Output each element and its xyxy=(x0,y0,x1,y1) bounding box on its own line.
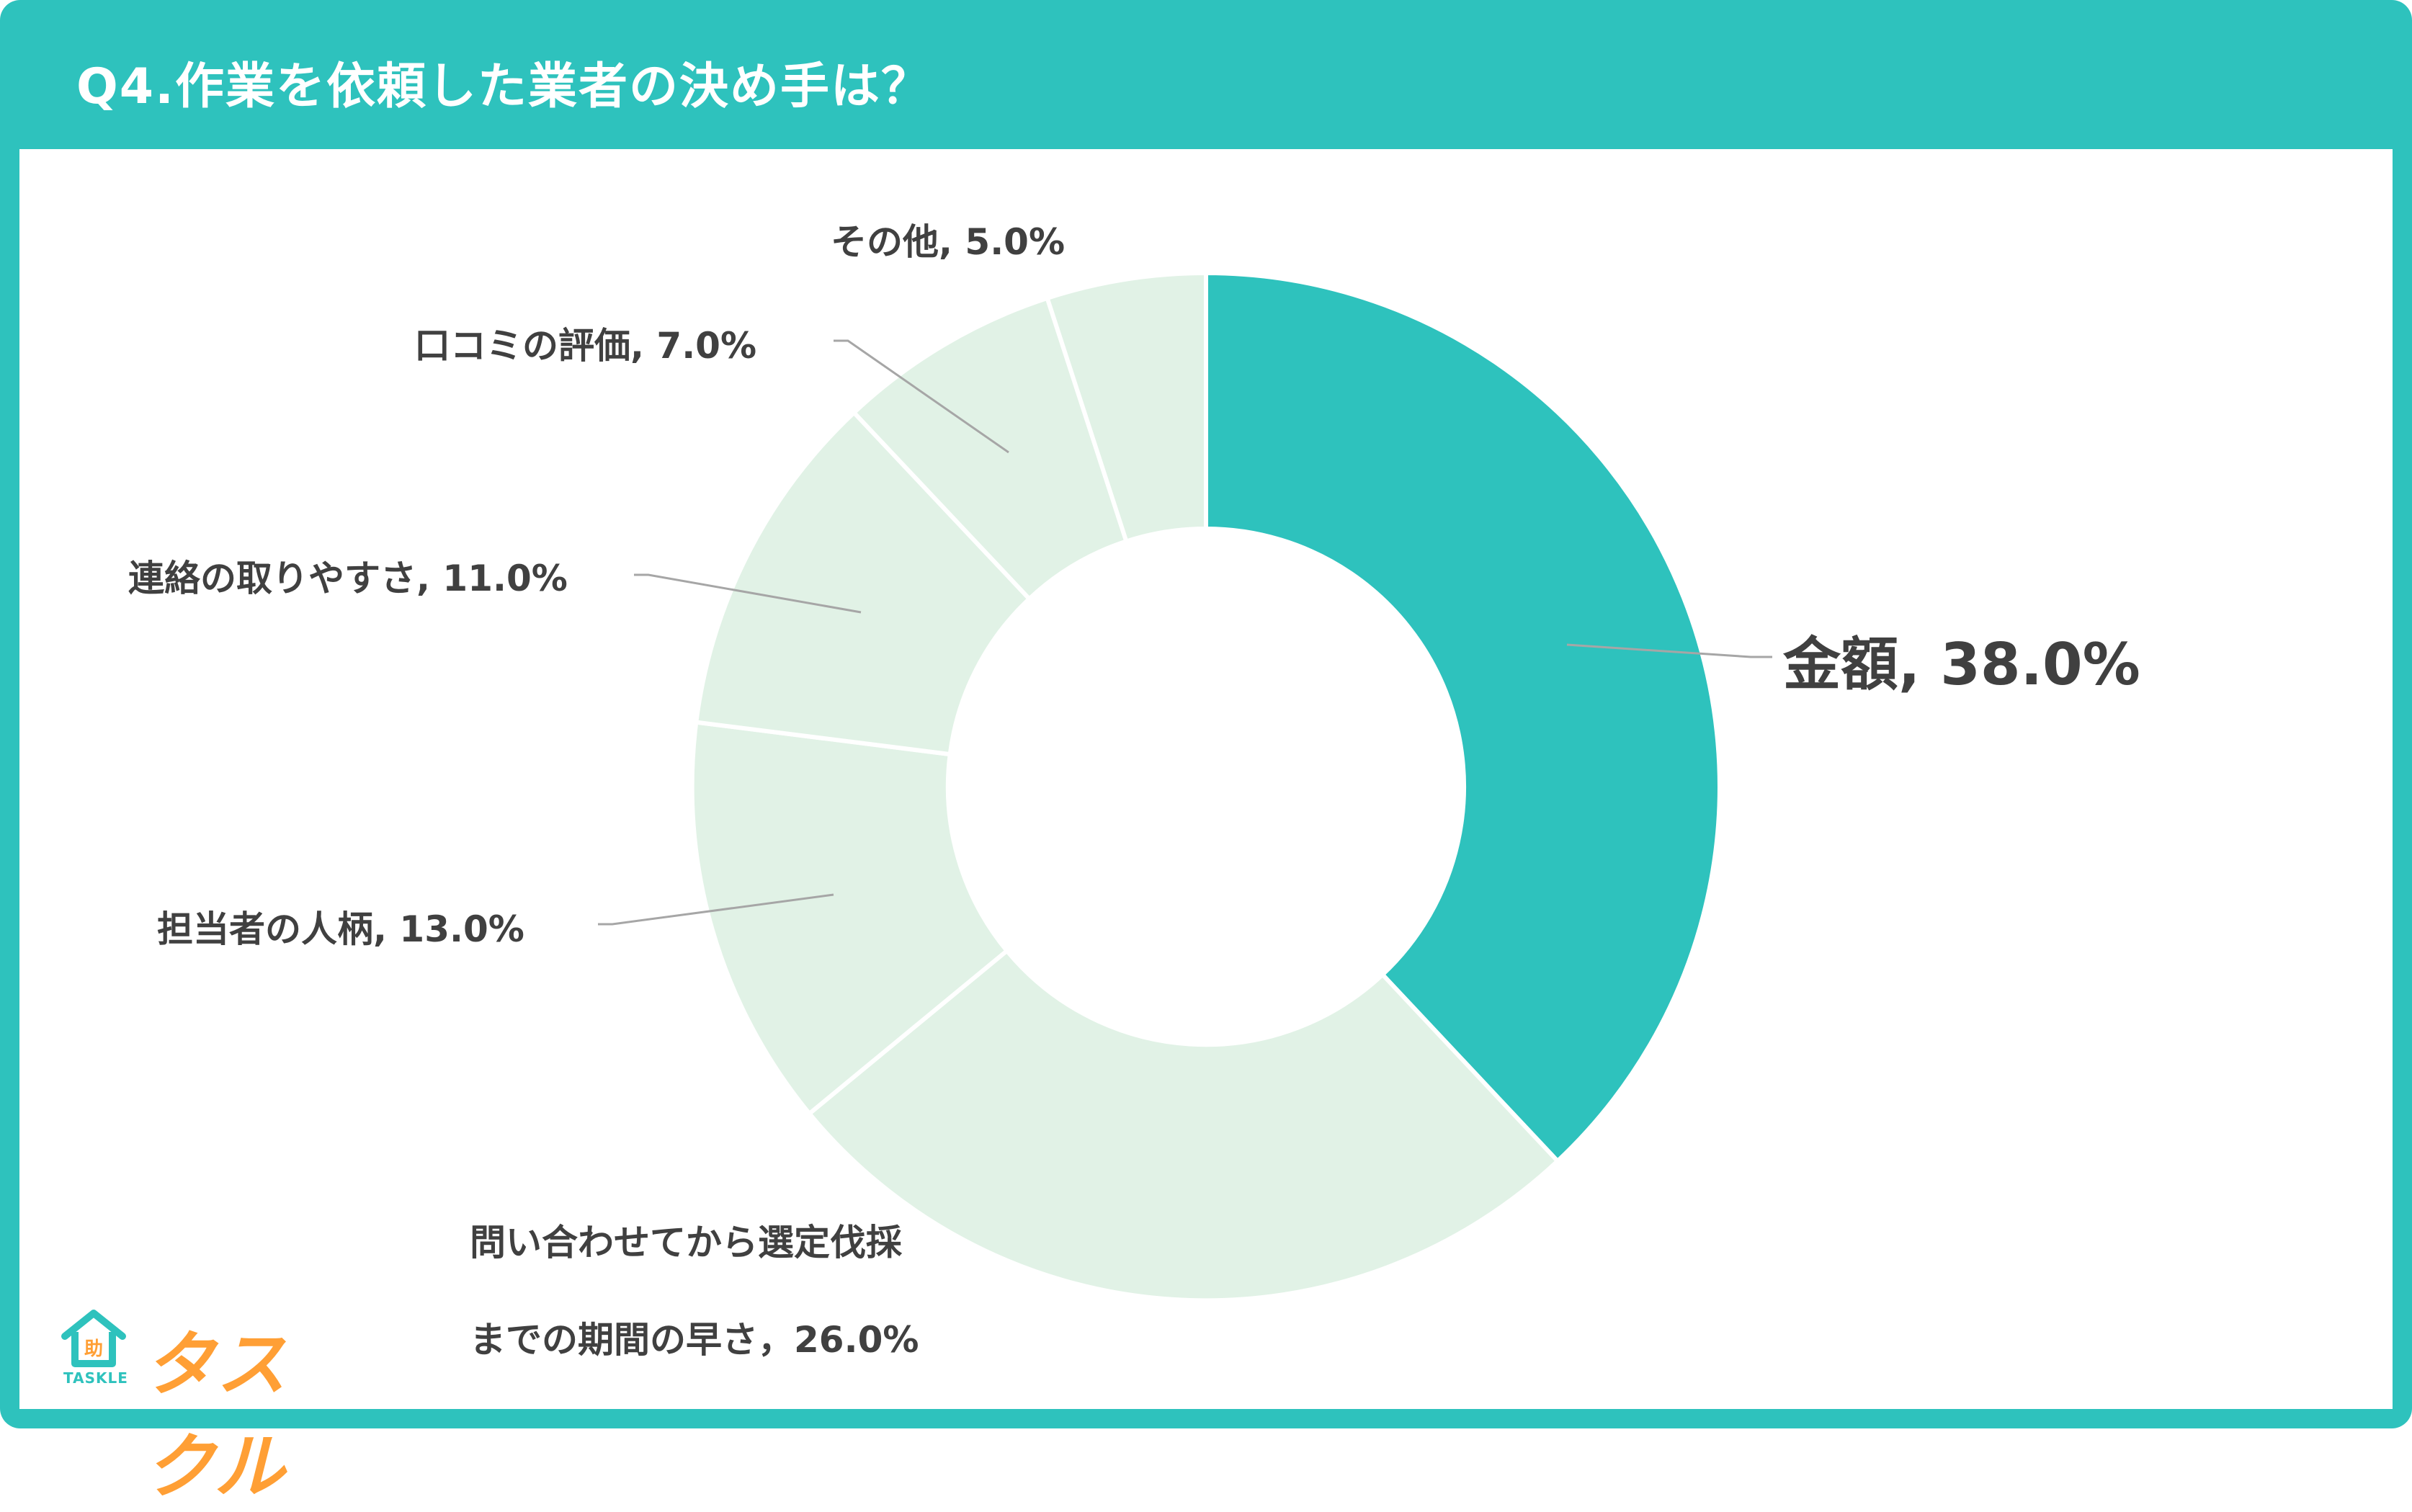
label-kingaku: 金額, 38.0% xyxy=(1783,631,2140,698)
logo-subtext: TASKLE xyxy=(63,1369,128,1387)
leader-kingaku xyxy=(1566,643,1772,658)
slice-tantou[interactable] xyxy=(689,720,1010,1117)
logo-name: タスクル xyxy=(144,1324,289,1508)
leader-renraku xyxy=(634,573,862,614)
label-speed-line1: 問い合わせてから選定伐採 xyxy=(470,1222,902,1263)
label-speed-line2: までの期間の早さ，26.0% xyxy=(470,1319,919,1361)
label-sonota: その他, 5.0% xyxy=(831,221,1066,263)
house-icon: 助 xyxy=(61,1310,126,1367)
label-renraku: 連絡の取りやすさ, 11.0% xyxy=(128,558,568,599)
slice-sonota[interactable] xyxy=(1044,270,1208,545)
taskle-logo: 助 TASKLE タスクル xyxy=(58,1307,317,1508)
slice-renraku[interactable] xyxy=(693,409,1032,757)
slice-speed[interactable] xyxy=(806,947,1561,1303)
chart-title: Q4.作業を依頼した業者の決め手は？ xyxy=(76,58,932,115)
donut-chart xyxy=(598,270,1772,1303)
slice-kingaku[interactable] xyxy=(1204,270,1722,1165)
leader-tantou xyxy=(598,893,834,926)
label-kuchikomi: 口コミの評価, 7.0% xyxy=(414,325,757,367)
label-tantou: 担当者の人柄, 13.0% xyxy=(157,908,524,950)
leader-kuchikomi xyxy=(834,339,1009,454)
logo-icon-char: 助 xyxy=(84,1338,103,1360)
